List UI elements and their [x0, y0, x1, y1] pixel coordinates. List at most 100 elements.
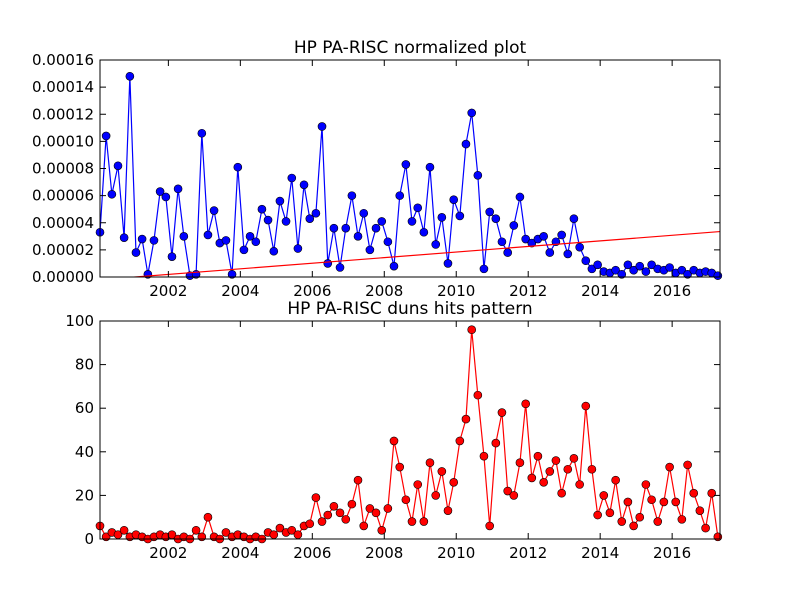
data-point	[221, 528, 231, 537]
data-point	[347, 191, 357, 200]
y-tick-label: 100	[65, 312, 94, 330]
x-tick-label: 2008	[365, 282, 403, 300]
data-point	[335, 263, 345, 272]
y-tick-label: 0.00010	[32, 132, 94, 150]
data-point	[695, 506, 705, 515]
data-point	[311, 208, 321, 218]
data-point	[191, 525, 201, 535]
trend-line	[127, 230, 720, 277]
data-point	[461, 414, 471, 424]
data-point	[389, 436, 399, 446]
x-tick-label: 2014	[581, 282, 619, 300]
data-point	[359, 521, 369, 531]
data-point	[563, 464, 573, 474]
data-point	[659, 497, 669, 507]
data-point	[443, 259, 453, 268]
data-point	[269, 246, 279, 256]
data-point	[353, 232, 363, 241]
data-point	[161, 192, 171, 202]
data-point	[323, 259, 333, 268]
y-tick-label: 0.00012	[32, 105, 94, 123]
data-point	[347, 499, 357, 509]
data-point	[575, 480, 584, 489]
data-point	[515, 192, 525, 202]
x-tick-label: 2010	[437, 282, 475, 300]
data-point	[509, 491, 519, 500]
data-point	[371, 223, 381, 233]
data-point	[401, 495, 411, 505]
data-point	[671, 497, 681, 507]
data-point	[701, 523, 710, 533]
data-point	[503, 248, 512, 257]
data-point	[203, 230, 213, 240]
data-point	[269, 530, 279, 539]
y-tick-label: 0.00000	[32, 268, 94, 286]
data-point	[395, 462, 405, 472]
data-point	[641, 267, 651, 276]
data-point	[623, 260, 633, 270]
data-point	[689, 488, 699, 498]
data-point	[647, 260, 656, 270]
data-point	[425, 162, 435, 172]
data-point	[401, 160, 411, 169]
data-point	[221, 236, 231, 245]
data-point	[485, 207, 495, 217]
data-point	[557, 488, 566, 498]
data-point	[311, 493, 321, 502]
data-point	[227, 269, 237, 279]
data-point	[341, 515, 351, 524]
data-point	[383, 504, 393, 513]
chart-title: HP PA-RISC normalized plot	[294, 38, 527, 58]
data-point	[455, 436, 465, 446]
data-point	[293, 530, 303, 539]
x-tick-label: 2014	[581, 544, 619, 562]
data-point	[431, 491, 441, 500]
data-point	[149, 236, 159, 245]
data-point	[479, 264, 489, 274]
data-point	[203, 512, 213, 522]
data-point	[287, 173, 297, 183]
data-point	[329, 501, 339, 511]
axes-frame	[99, 320, 721, 540]
data-point	[557, 230, 566, 240]
data-point	[569, 454, 579, 463]
data-point	[449, 195, 459, 204]
x-tick-label: 2012	[509, 282, 547, 300]
data-point	[473, 170, 483, 180]
data-point	[329, 223, 339, 233]
data-point	[437, 467, 447, 476]
data-point	[371, 508, 381, 518]
data-point	[359, 208, 369, 218]
data-point	[569, 214, 579, 223]
data-point	[623, 497, 633, 507]
data-point	[539, 232, 548, 241]
data-point	[407, 217, 417, 226]
x-tick-label: 2012	[509, 544, 547, 562]
data-point	[317, 517, 327, 526]
data-point	[593, 510, 602, 520]
data-point	[677, 515, 687, 524]
data-point	[245, 232, 255, 241]
data-point	[479, 451, 489, 461]
data-point	[593, 260, 602, 270]
series-line	[100, 329, 719, 539]
data-point	[581, 256, 591, 266]
data-point	[293, 244, 303, 253]
data-point	[527, 238, 537, 248]
data-point	[467, 108, 477, 118]
data-point	[497, 408, 507, 417]
series-line	[100, 76, 719, 277]
data-point	[275, 196, 285, 206]
data-point	[455, 211, 465, 221]
y-tick-label: 0.00008	[32, 160, 94, 178]
data-point	[497, 237, 507, 247]
data-point	[119, 525, 129, 535]
x-tick-label: 2016	[653, 282, 691, 300]
x-tick-label: 2004	[221, 282, 259, 300]
data-point	[449, 478, 459, 487]
y-tick-label: 40	[75, 443, 94, 461]
data-point	[335, 508, 345, 518]
data-point	[287, 525, 297, 535]
data-point	[389, 261, 399, 271]
